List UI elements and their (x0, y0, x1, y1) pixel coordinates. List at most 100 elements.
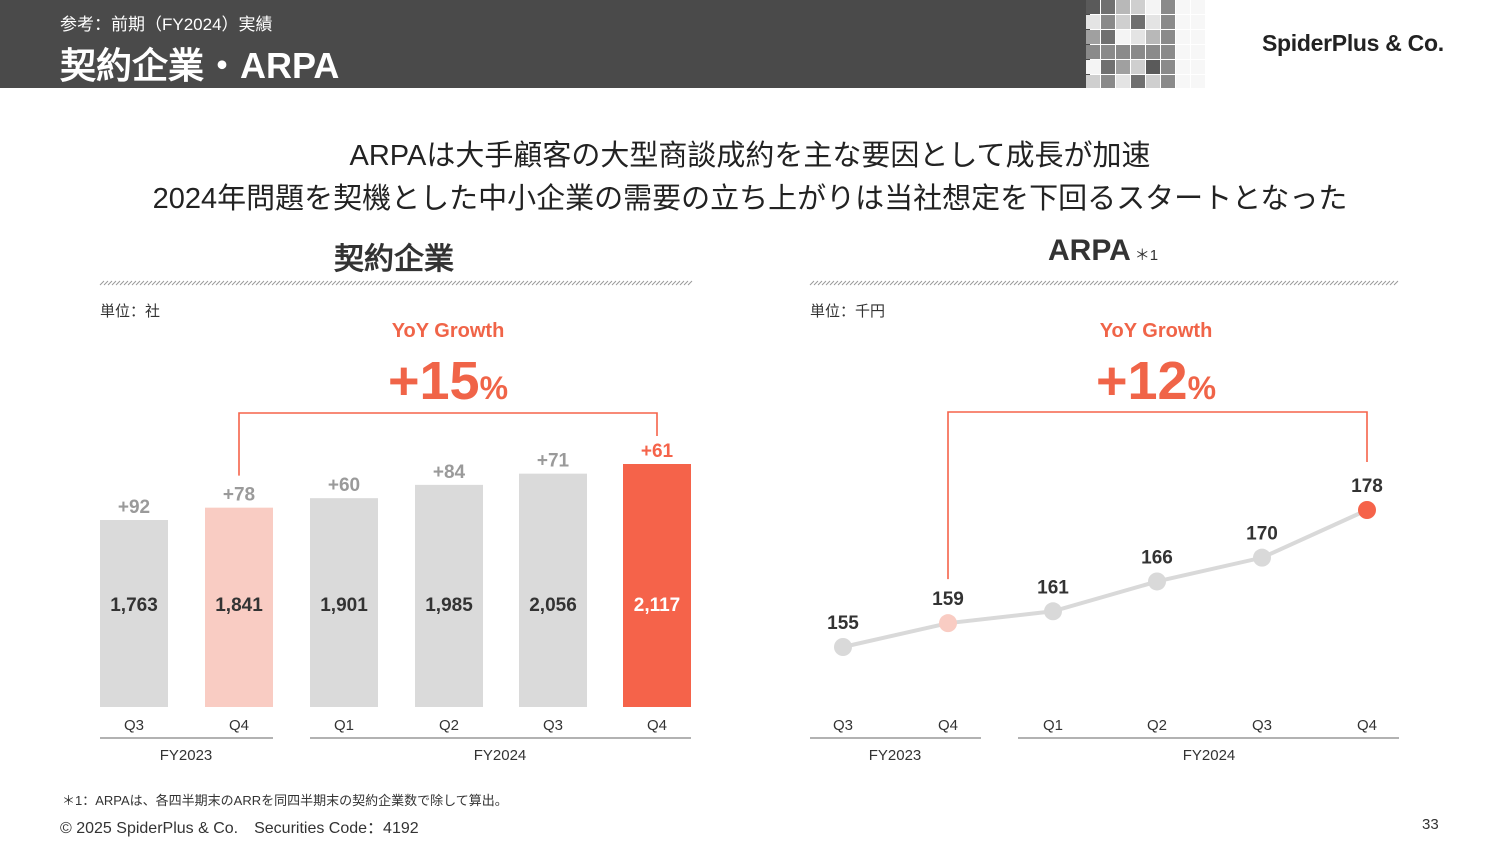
footnote: ＊1：ARPAは、各四半期末のARRを同四半期末の契約企業数で除して算出。 (62, 793, 508, 808)
mosaic-tile (1161, 45, 1175, 59)
mosaic-tile (1161, 30, 1175, 44)
bar-value-label: 1,841 (215, 595, 263, 616)
bar (205, 507, 273, 707)
mosaic-tile (1161, 15, 1175, 29)
point-value-label: 178 (1351, 476, 1383, 497)
mosaic-tile (1191, 60, 1205, 74)
mosaic-tile (1101, 75, 1115, 88)
mosaic-tile (1116, 0, 1130, 14)
data-point (834, 638, 852, 656)
mosaic-tile (1176, 15, 1190, 29)
page-number: 33 (1422, 816, 1439, 833)
mosaic-tile (1176, 30, 1190, 44)
data-point (1358, 501, 1376, 519)
headline-line-1: ARPAは大手顧客の大型商談成約を主な要因として成長が加速 (349, 140, 1151, 172)
mosaic-tile (1086, 60, 1100, 74)
mosaic-tile (1101, 45, 1115, 59)
mosaic-tile (1146, 45, 1160, 59)
mosaic-tile (1161, 75, 1175, 88)
mosaic-tile (1086, 45, 1100, 59)
company-logo: SpiderPlus & Co. (1262, 30, 1444, 56)
point-value-label: 161 (1037, 577, 1069, 598)
bar-increment-label: +92 (118, 497, 150, 518)
mosaic-decoration (1086, 0, 1205, 88)
mosaic-tile (1176, 0, 1190, 14)
line-chart-unit: 単位：千円 (810, 303, 886, 320)
headline-line-2: 2024年問題を契機とした中小企業の需要の立ち上がりは当社想定を下回るスタートと… (152, 183, 1348, 215)
mosaic-tile (1191, 30, 1205, 44)
line-chart-title: ARPA ＊1 (1048, 234, 1159, 267)
bar-chart-title: 契約企業 (334, 243, 454, 276)
bar-increment-label: +60 (328, 475, 360, 496)
header-subtitle: 参考：前期（FY2024）実績 (60, 15, 273, 34)
bar-increment-label: +71 (537, 451, 570, 472)
mosaic-tile (1116, 30, 1130, 44)
data-point (1148, 572, 1166, 591)
mosaic-tile (1176, 45, 1190, 59)
x-tick-label: Q3 (124, 717, 144, 734)
point-value-label: 155 (827, 613, 859, 634)
line-yoy-label: YoY Growth (1099, 320, 1213, 342)
mosaic-tile (1116, 75, 1130, 88)
mosaic-tile (1161, 60, 1175, 74)
line-chart-title-note: ＊1 (1134, 247, 1159, 264)
bar (310, 498, 378, 707)
mosaic-tile (1131, 15, 1145, 29)
bar-increment-label: +61 (641, 441, 674, 462)
mosaic-tile (1191, 0, 1205, 14)
mosaic-tile (1161, 0, 1175, 14)
point-value-label: 166 (1141, 547, 1173, 568)
mosaic-tile (1176, 75, 1190, 88)
bar-increment-label: +78 (223, 485, 255, 506)
bar (415, 484, 483, 707)
yoy-bracket (947, 411, 1368, 580)
group-label: FY2023 (160, 747, 213, 764)
mosaic-tile (1131, 0, 1145, 14)
point-value-label: 159 (932, 589, 964, 610)
mosaic-tile (1101, 60, 1115, 74)
mosaic-tile (1146, 60, 1160, 74)
mosaic-tile (1116, 45, 1130, 59)
mosaic-tile (1086, 15, 1100, 29)
mosaic-tile (1131, 30, 1145, 44)
x-tick-label: Q4 (1357, 717, 1377, 734)
mosaic-tile (1146, 15, 1160, 29)
x-tick-label: Q4 (647, 717, 667, 734)
data-point (1253, 548, 1271, 567)
x-tick-label: Q3 (833, 717, 853, 734)
title-divider (99, 280, 693, 286)
yoy-bracket (238, 412, 658, 476)
x-tick-label: Q1 (1043, 717, 1063, 734)
bar-value-label: 1,901 (320, 595, 368, 616)
data-point (1044, 602, 1062, 621)
mosaic-tile (1131, 60, 1145, 74)
bar-yoy-value: +15% (387, 351, 509, 411)
bar-value-label: 2,117 (634, 595, 681, 616)
mosaic-tile (1191, 75, 1205, 88)
x-tick-label: Q2 (439, 717, 459, 734)
bar (100, 520, 168, 707)
mosaic-tile (1146, 75, 1160, 88)
group-label: FY2024 (1183, 747, 1236, 764)
group-label: FY2023 (869, 747, 922, 764)
mosaic-tile (1146, 0, 1160, 14)
mosaic-tile (1086, 75, 1100, 88)
data-point (939, 614, 957, 633)
x-tick-label: Q3 (1252, 717, 1272, 734)
header-bar: 参考：前期（FY2024）実績 契約企業・ARPA (0, 0, 1090, 88)
mosaic-tile (1086, 0, 1100, 14)
mosaic-tile (1176, 60, 1190, 74)
mosaic-tile (1191, 45, 1205, 59)
bar-yoy-label: YoY Growth (391, 320, 505, 342)
x-tick-label: Q4 (938, 717, 958, 734)
point-value-label: 170 (1246, 524, 1278, 545)
bar-chart-unit: 単位：社 (100, 303, 161, 320)
mosaic-tile (1191, 15, 1205, 29)
x-tick-label: Q1 (334, 717, 354, 734)
mosaic-tile (1131, 75, 1145, 88)
bar-value-label: 1,985 (425, 595, 473, 616)
mosaic-tile (1116, 15, 1130, 29)
copyright: © 2025 SpiderPlus & Co. Securities Code：… (60, 820, 419, 837)
mosaic-tile (1101, 0, 1115, 14)
arpa-line (842, 508, 1368, 649)
